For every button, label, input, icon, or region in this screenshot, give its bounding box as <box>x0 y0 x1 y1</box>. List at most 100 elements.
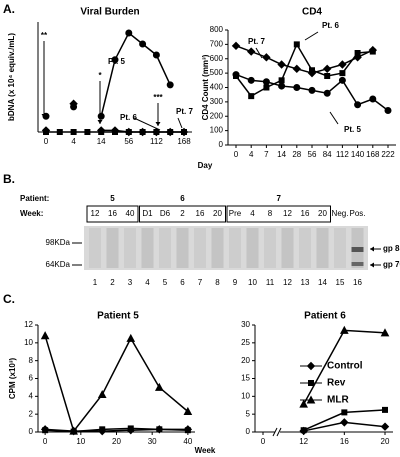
week-label: Pre <box>229 209 242 218</box>
marker <box>292 64 302 74</box>
axis-break <box>276 427 282 437</box>
marker <box>43 129 49 135</box>
arrow-head <box>155 122 161 126</box>
blot-lane <box>299 228 311 268</box>
blot-lane <box>141 228 154 268</box>
series-line <box>235 42 373 98</box>
marker <box>70 129 77 135</box>
y-tick-label: 10 <box>24 338 33 347</box>
marker <box>384 107 392 114</box>
blot-lane <box>176 228 189 268</box>
axis-break <box>275 429 280 435</box>
marker <box>152 51 160 59</box>
arrow-head <box>370 262 374 268</box>
x-tick-label: 222 <box>381 150 395 159</box>
marker <box>246 47 256 56</box>
lane-number: 3 <box>128 278 133 287</box>
label-arrow <box>255 47 263 59</box>
marker <box>247 76 255 84</box>
marker <box>125 29 133 37</box>
marker <box>153 129 160 135</box>
week-label: 8 <box>268 209 273 218</box>
y-axis-label: CPM (x10³) <box>8 357 17 399</box>
x-tick-label: 20 <box>112 437 121 446</box>
marker <box>293 84 301 91</box>
marker <box>382 406 388 413</box>
marker <box>299 399 309 408</box>
x-tick-label: 16 <box>340 437 349 446</box>
patient-label: 5 <box>110 194 115 203</box>
band <box>351 262 364 266</box>
x-tick-label: 140 <box>351 150 365 159</box>
blot-lane <box>334 228 346 268</box>
marker <box>263 84 270 91</box>
x-tick-label: 112 <box>150 137 163 146</box>
label-arrow <box>177 117 183 129</box>
marker <box>97 389 107 399</box>
arrow-head <box>370 246 374 252</box>
marker <box>339 325 349 334</box>
marker <box>125 129 132 135</box>
week-label: 4 <box>250 209 255 218</box>
week-label: 12 <box>283 209 292 218</box>
marker <box>278 77 285 84</box>
legend-label: Control <box>327 361 363 372</box>
week-label: 16 <box>196 209 205 218</box>
lane-number: 4 <box>145 278 150 287</box>
week-label: 16 <box>301 209 310 218</box>
marker <box>338 60 347 69</box>
series-label: Pt. 7 <box>176 107 193 116</box>
annotation: ** <box>41 31 48 40</box>
marker <box>306 361 316 371</box>
marker <box>99 426 106 433</box>
marker <box>277 60 286 69</box>
lane-number: 11 <box>266 278 275 287</box>
blot-label: Patient: <box>20 194 49 203</box>
annotation: * <box>98 71 102 80</box>
x-tick-label: 56 <box>308 150 317 159</box>
week-label: 20 <box>213 209 222 218</box>
lane-number: 8 <box>215 278 220 287</box>
week-label: 20 <box>318 209 327 218</box>
blot-lane <box>124 228 136 268</box>
blot-lane <box>246 228 259 268</box>
x-tick-label: 4 <box>249 150 254 159</box>
panel-label: A. <box>3 2 15 16</box>
lane-number: 13 <box>301 278 310 287</box>
marker <box>308 380 314 386</box>
marker <box>262 53 271 62</box>
marker <box>166 81 174 89</box>
marker <box>369 95 377 103</box>
y-tick-label: 700 <box>210 39 224 48</box>
y-tick-label: 300 <box>210 97 224 106</box>
series-line <box>100 31 171 117</box>
marker <box>127 425 134 432</box>
y-tick-label: 5 <box>246 409 251 418</box>
week-label: 2 <box>180 209 185 218</box>
y-tick-label: 30 <box>241 320 250 329</box>
label-arrow <box>329 111 339 125</box>
y-tick-label: 6 <box>29 374 34 383</box>
lane-number: 2 <box>110 278 115 287</box>
x-tick-label: 168 <box>366 150 380 159</box>
marker <box>300 427 307 434</box>
x-tick-label: 30 <box>148 437 157 446</box>
y-tick-label: 0 <box>29 427 34 436</box>
lane-number: 12 <box>283 278 292 287</box>
x-tick-label: 7 <box>264 150 269 159</box>
blot-lane <box>106 228 119 268</box>
x-tick-label: 14 <box>97 137 106 146</box>
x-tick-label: 4 <box>71 137 76 146</box>
blot-lane <box>194 228 206 268</box>
series-label: Pt. 6 <box>120 113 137 122</box>
label-arrow <box>304 31 319 41</box>
x-tick-label: 10 <box>76 437 85 446</box>
y-tick-label: 12 <box>24 320 33 329</box>
marker <box>354 50 361 56</box>
week-label: 40 <box>126 209 135 218</box>
x-tick-label: 28 <box>292 150 301 159</box>
lane-number: 15 <box>336 278 345 287</box>
x-tick-label: 0 <box>234 150 239 159</box>
panel-label: B. <box>3 172 15 186</box>
arrow-head <box>97 120 103 124</box>
